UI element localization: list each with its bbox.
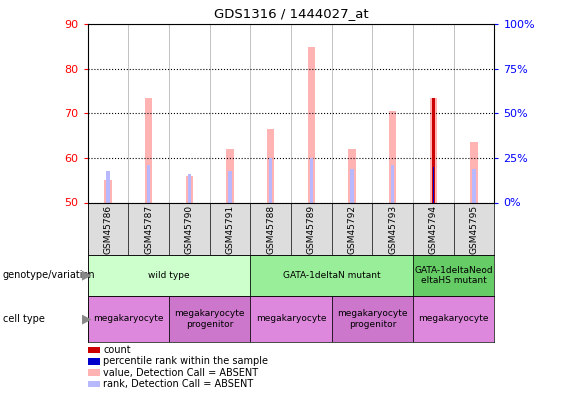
Bar <box>391 164 394 202</box>
Bar <box>413 255 494 296</box>
Bar <box>250 255 413 296</box>
Text: GSM45786: GSM45786 <box>103 205 112 254</box>
Text: percentile rank within the sample: percentile rank within the sample <box>103 356 268 366</box>
Text: value, Detection Call = ABSENT: value, Detection Call = ABSENT <box>103 368 259 377</box>
Text: count: count <box>103 345 131 355</box>
Text: GSM45789: GSM45789 <box>307 205 316 254</box>
Text: GSM45787: GSM45787 <box>144 205 153 254</box>
Text: rank, Detection Call = ABSENT: rank, Detection Call = ABSENT <box>103 379 254 389</box>
Bar <box>472 169 476 202</box>
Text: GSM45791: GSM45791 <box>225 205 234 254</box>
Bar <box>250 296 332 342</box>
Text: ▶: ▶ <box>82 269 92 282</box>
Bar <box>227 149 233 202</box>
Bar <box>147 164 150 202</box>
Bar <box>267 129 274 202</box>
Text: GSM45795: GSM45795 <box>470 205 479 254</box>
Text: GSM45793: GSM45793 <box>388 205 397 254</box>
Bar <box>310 158 313 202</box>
Text: ▶: ▶ <box>82 312 92 326</box>
Bar <box>105 180 111 202</box>
Bar <box>269 158 272 202</box>
Bar <box>88 255 250 296</box>
Text: megakaryocyte: megakaryocyte <box>419 314 489 324</box>
Bar <box>188 173 191 202</box>
Bar <box>228 171 232 202</box>
Text: cell type: cell type <box>3 314 45 324</box>
Text: GATA-1deltaNeod
eltaHS mutant: GATA-1deltaNeod eltaHS mutant <box>414 266 493 285</box>
Bar <box>332 296 413 342</box>
Bar <box>471 143 477 202</box>
Bar <box>308 47 315 202</box>
Text: megakaryocyte: megakaryocyte <box>256 314 326 324</box>
Bar <box>145 98 152 202</box>
Bar <box>349 149 355 202</box>
Bar <box>433 167 434 202</box>
Bar <box>88 296 169 342</box>
Text: GSM45788: GSM45788 <box>266 205 275 254</box>
Bar <box>389 111 396 202</box>
Bar <box>350 169 354 202</box>
Text: GATA-1deltaN mutant: GATA-1deltaN mutant <box>283 271 380 280</box>
Text: megakaryocyte: megakaryocyte <box>93 314 163 324</box>
Bar <box>169 296 250 342</box>
Text: GSM45792: GSM45792 <box>347 205 357 254</box>
Bar <box>413 296 494 342</box>
Bar <box>432 167 435 202</box>
Bar <box>430 98 437 202</box>
Bar <box>106 171 110 202</box>
Title: GDS1316 / 1444027_at: GDS1316 / 1444027_at <box>214 7 368 20</box>
Text: megakaryocyte
progenitor: megakaryocyte progenitor <box>175 309 245 328</box>
Text: megakaryocyte
progenitor: megakaryocyte progenitor <box>337 309 407 328</box>
Text: genotype/variation: genotype/variation <box>3 271 95 280</box>
Text: wild type: wild type <box>148 271 190 280</box>
Text: GSM45790: GSM45790 <box>185 205 194 254</box>
Bar <box>432 98 434 202</box>
Text: GSM45794: GSM45794 <box>429 205 438 254</box>
Bar <box>186 176 193 202</box>
